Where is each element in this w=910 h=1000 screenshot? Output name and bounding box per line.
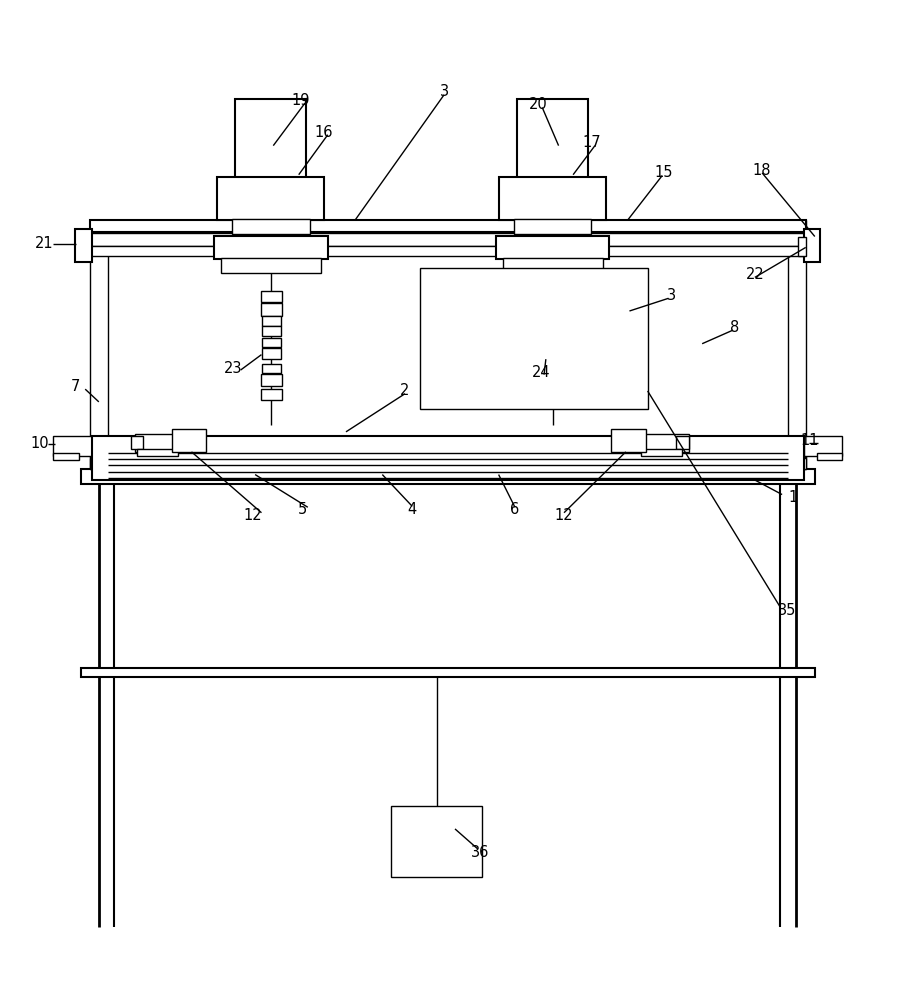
Text: 16: 16	[314, 125, 332, 140]
Bar	[90, 458, 805, 469]
Bar	[542, 303, 564, 316]
Bar	[54, 453, 79, 460]
Bar	[496, 236, 610, 259]
Bar	[81, 469, 814, 484]
Bar	[542, 389, 564, 400]
Bar	[517, 99, 588, 179]
Bar	[544, 364, 562, 373]
Bar	[262, 326, 280, 336]
Text: 10: 10	[30, 436, 49, 451]
Text: 23: 23	[224, 361, 243, 376]
Text: 3: 3	[440, 84, 449, 99]
Text: 8: 8	[730, 320, 740, 335]
Bar	[787, 220, 805, 469]
Bar	[544, 326, 562, 336]
Bar	[612, 429, 646, 452]
Bar	[542, 374, 564, 386]
Bar	[136, 434, 187, 452]
Bar	[54, 436, 92, 456]
Bar	[171, 429, 206, 452]
Text: 19: 19	[291, 93, 309, 108]
Bar	[235, 99, 306, 179]
Text: 36: 36	[471, 845, 490, 860]
Bar	[221, 258, 321, 273]
Bar	[544, 316, 562, 326]
Text: 22: 22	[745, 267, 764, 282]
Bar	[262, 316, 280, 326]
Bar	[76, 229, 92, 262]
Bar	[642, 449, 682, 456]
Bar	[260, 389, 282, 400]
Text: 11: 11	[800, 433, 819, 448]
Text: 7: 7	[70, 379, 80, 394]
Bar	[90, 220, 108, 469]
Bar	[391, 806, 482, 877]
Bar	[420, 268, 648, 409]
Text: 18: 18	[753, 163, 772, 178]
Bar	[90, 246, 805, 256]
Text: 15: 15	[654, 165, 673, 180]
Bar	[262, 338, 280, 347]
Bar	[816, 453, 842, 460]
Text: 17: 17	[582, 135, 601, 150]
Bar	[90, 220, 805, 232]
Text: 24: 24	[532, 365, 551, 380]
Text: 12: 12	[555, 508, 573, 523]
Bar	[544, 338, 562, 347]
Text: 6: 6	[511, 502, 520, 517]
Bar	[232, 219, 309, 234]
Bar	[260, 374, 282, 386]
Bar	[131, 436, 144, 449]
Bar	[804, 229, 820, 262]
Bar	[514, 219, 592, 234]
Text: 12: 12	[243, 508, 262, 523]
Bar	[92, 436, 804, 480]
Bar	[798, 237, 805, 256]
Bar	[262, 348, 280, 359]
Bar	[260, 303, 282, 316]
Text: 1: 1	[788, 490, 798, 505]
Text: 2: 2	[400, 383, 410, 398]
Text: 4: 4	[408, 502, 417, 517]
Bar	[676, 436, 689, 449]
Bar	[499, 177, 606, 220]
Text: 20: 20	[530, 97, 548, 112]
Bar	[214, 236, 328, 259]
Bar	[804, 436, 842, 456]
Text: 35: 35	[777, 603, 796, 618]
Bar	[262, 364, 280, 373]
Text: 3: 3	[667, 288, 676, 303]
Bar	[90, 233, 805, 246]
Bar	[137, 449, 177, 456]
Bar	[81, 668, 814, 677]
Bar	[90, 450, 805, 457]
Bar	[503, 258, 603, 273]
Bar	[542, 291, 564, 302]
Bar	[217, 177, 324, 220]
Bar	[260, 291, 282, 302]
Bar	[637, 434, 690, 452]
Bar	[544, 348, 562, 359]
Text: 21: 21	[35, 236, 54, 251]
Text: 5: 5	[298, 502, 307, 517]
